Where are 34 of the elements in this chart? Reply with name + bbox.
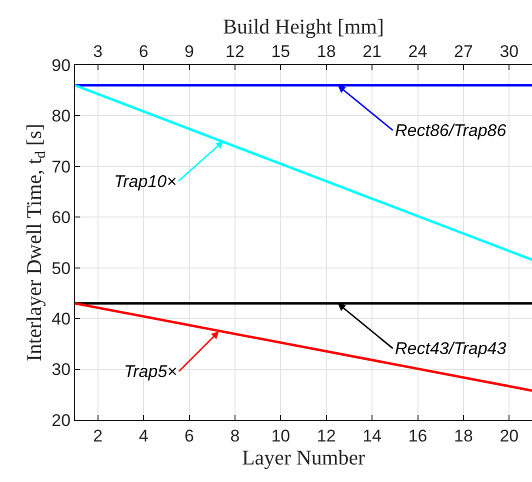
y-tick-label: 60	[52, 208, 71, 228]
x-tick-label: 18	[454, 426, 473, 446]
x2-tick-label: 27	[454, 42, 473, 62]
annotation: Trap5×	[124, 362, 178, 381]
x2-tick-label: 3	[93, 42, 103, 62]
y-tick-label: 30	[52, 360, 71, 380]
x-tick-label: 4	[138, 426, 148, 446]
annotation: Rect43/Trap43	[395, 339, 507, 358]
x2-tick-label: 6	[138, 42, 148, 62]
y-tick-label: 40	[52, 310, 71, 329]
x-tick-label: 16	[408, 426, 428, 446]
x2-tick-label: 9	[184, 42, 194, 62]
x2-axis-title: Build Height [mm]	[223, 14, 384, 38]
x-axis-title: Layer Number	[242, 445, 366, 470]
x-tick-label: 20	[500, 426, 519, 446]
x2-tick-label: 12	[225, 42, 244, 62]
annotation: Trap10×	[114, 172, 177, 191]
y-tick-label: 20	[52, 410, 71, 430]
x2-tick-label: 30	[500, 42, 519, 62]
x2-tick-label: 21	[362, 42, 382, 62]
x-tick-label: 14	[362, 426, 382, 446]
y-tick-label: 90	[52, 56, 71, 75]
x2-tick-label: 24	[408, 42, 428, 62]
annotation: Rect86/Trap86	[395, 121, 507, 140]
x-tick-label: 8	[230, 426, 240, 446]
x2-tick-label: 18	[316, 42, 336, 62]
x2-tick-label: 15	[271, 42, 290, 62]
x-tick-label: 10	[271, 426, 290, 446]
x-tick-label: 12	[316, 426, 336, 446]
x-tick-label: 2	[93, 426, 103, 446]
y-tick-label: 50	[52, 258, 71, 278]
y-tick-label: 70	[52, 157, 71, 176]
y-tick-label: 80	[52, 106, 71, 126]
x-tick-label: 6	[184, 426, 194, 446]
